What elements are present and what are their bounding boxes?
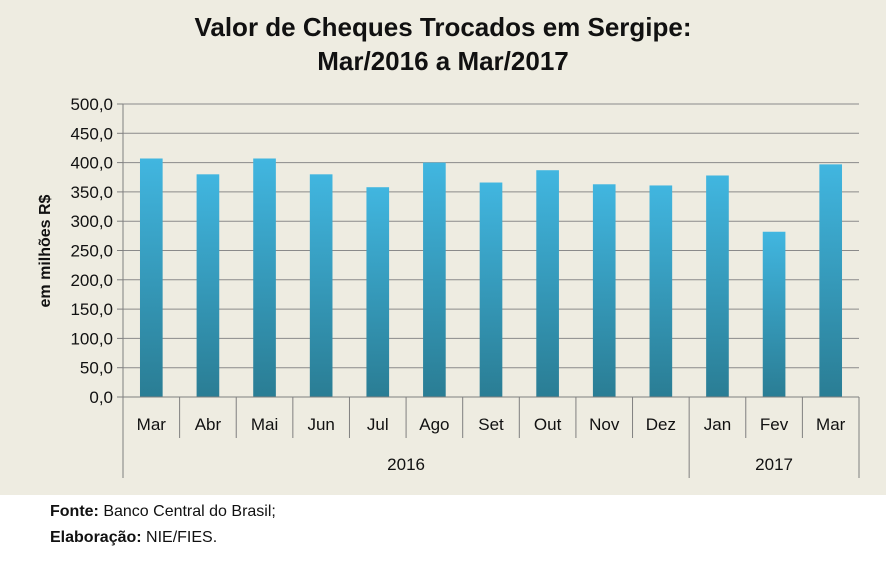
bar-mar-0	[139, 158, 163, 397]
y-tick-label: 400,0	[70, 154, 113, 173]
x-tick-label: Set	[478, 415, 504, 434]
x-tick-label: Abr	[195, 415, 222, 434]
bar-nov-8	[592, 184, 616, 397]
x-tick-label: Nov	[589, 415, 620, 434]
bars-layer	[139, 158, 843, 397]
source-line: Fonte: Banco Central do Brasil;	[50, 499, 276, 525]
bar-abr-1	[196, 174, 220, 397]
bar-jun-3	[309, 174, 333, 397]
chart-title-line-2: Mar/2016 a Mar/2017	[317, 46, 569, 76]
elaboration-label: Elaboração:	[50, 529, 142, 546]
x-tick-label: Out	[534, 415, 562, 434]
chart-area: Valor de Cheques Trocados em Sergipe: Ma…	[0, 0, 886, 495]
bar-mai-2	[253, 158, 276, 397]
y-tick-label: 50,0	[80, 359, 113, 378]
x-group-label-2016: 2016	[387, 455, 425, 474]
y-tick-label: 150,0	[70, 300, 113, 319]
y-tick-label: 250,0	[70, 242, 113, 261]
y-tick-label: 200,0	[70, 271, 113, 290]
y-tick-label: 0,0	[89, 388, 113, 407]
x-tick-label: Mai	[251, 415, 278, 434]
bar-out-7	[536, 170, 559, 397]
x-tick-label: Mar	[137, 415, 167, 434]
footer: Fonte: Banco Central do Brasil; Elaboraç…	[50, 499, 276, 551]
elaboration-line: Elaboração: NIE/FIES.	[50, 525, 276, 551]
x-group-label-2017: 2017	[755, 455, 793, 474]
x-tick-label: Jan	[704, 415, 731, 434]
bar-fev-11	[762, 231, 786, 397]
bar-ago-5	[423, 162, 446, 397]
bar-mar-12	[819, 164, 843, 397]
x-tick-label: Jun	[307, 415, 334, 434]
bar-jan-10	[706, 175, 729, 397]
bar-dez-9	[649, 185, 673, 397]
elaboration-text: NIE/FIES.	[141, 529, 218, 546]
x-tick-label: Ago	[419, 415, 449, 434]
bar-set-6	[479, 182, 503, 397]
y-tick-label: 300,0	[70, 212, 113, 231]
y-tick-label: 350,0	[70, 183, 113, 202]
y-tick-label: 100,0	[70, 329, 113, 348]
source-label: Fonte:	[50, 503, 99, 520]
x-tick-label: Fev	[760, 415, 789, 434]
y-tick-label: 500,0	[70, 95, 113, 114]
bar-chart: 0,0 50,0 100,0 150,0 200,0 250,0 300,0 350,0 400…	[37, 95, 860, 478]
y-tick-label: 450,0	[70, 124, 113, 143]
bar-jul-4	[366, 187, 390, 397]
y-axis-label: em milhões R$	[37, 194, 54, 307]
chart-title-line-1: Valor de Cheques Trocados em Sergipe:	[194, 12, 692, 42]
x-tick-label: Dez	[646, 415, 676, 434]
x-tick-label: Mar	[816, 415, 846, 434]
x-tick-label: Jul	[367, 415, 389, 434]
source-text: Banco Central do Brasil;	[98, 503, 276, 520]
axis-layer: 0,0 50,0 100,0 150,0 200,0 250,0 300,0 350,0 400…	[70, 95, 860, 478]
